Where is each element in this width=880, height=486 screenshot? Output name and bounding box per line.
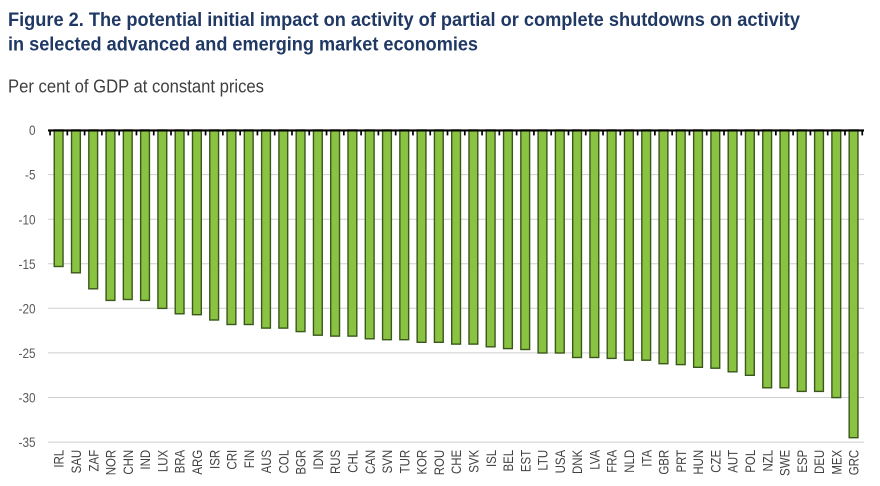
svg-text:in selected advanced and emerg: in selected advanced and emerging market… <box>8 34 478 55</box>
svg-text:-30: -30 <box>19 390 36 406</box>
svg-text:IDN: IDN <box>310 450 326 470</box>
svg-text:SAU: SAU <box>68 450 84 474</box>
svg-text:-5: -5 <box>25 167 35 183</box>
svg-text:SVK: SVK <box>465 449 481 472</box>
svg-text:SWE: SWE <box>776 450 792 476</box>
svg-text:BGR: BGR <box>293 450 309 475</box>
svg-text:ROU: ROU <box>431 450 447 476</box>
svg-text:BRA: BRA <box>172 449 188 473</box>
svg-text:LVA: LVA <box>586 449 602 469</box>
svg-text:Figure 2. The potential initia: Figure 2. The potential initial impact o… <box>8 10 800 31</box>
svg-text:-10: -10 <box>19 211 36 227</box>
svg-text:-15: -15 <box>19 256 36 272</box>
svg-text:GRC: GRC <box>846 450 862 476</box>
svg-text:BEL: BEL <box>500 450 516 472</box>
svg-text:MEX: MEX <box>828 449 844 474</box>
svg-text:FIN: FIN <box>241 450 257 468</box>
svg-text:NZL: NZL <box>759 450 775 472</box>
svg-text:-20: -20 <box>19 300 36 316</box>
svg-text:PRT: PRT <box>673 450 689 473</box>
svg-text:-25: -25 <box>19 345 36 361</box>
svg-text:EST: EST <box>517 450 533 472</box>
svg-text:CHN: CHN <box>120 450 136 475</box>
svg-text:POL: POL <box>742 450 758 473</box>
svg-text:NOR: NOR <box>102 450 118 476</box>
svg-text:FRA: FRA <box>604 449 620 472</box>
svg-text:DEU: DEU <box>811 450 827 474</box>
svg-text:ITA: ITA <box>638 449 654 466</box>
svg-text:CZE: CZE <box>707 450 723 473</box>
svg-text:ISL: ISL <box>483 450 499 467</box>
svg-text:GBR: GBR <box>655 450 671 475</box>
svg-text:CRI: CRI <box>223 450 239 470</box>
svg-text:ESP: ESP <box>794 450 810 473</box>
svg-text:IND: IND <box>137 450 153 470</box>
svg-text:CHE: CHE <box>448 450 464 474</box>
svg-text:LUX: LUX <box>154 449 170 472</box>
svg-text:CAN: CAN <box>362 450 378 474</box>
svg-text:DNK: DNK <box>569 449 585 474</box>
svg-text:ARG: ARG <box>189 450 205 475</box>
svg-text:AUT: AUT <box>725 450 741 473</box>
svg-text:-35: -35 <box>19 434 36 450</box>
svg-text:USA: USA <box>552 449 568 473</box>
svg-text:0: 0 <box>29 122 36 138</box>
svg-text:NLD: NLD <box>621 450 637 473</box>
svg-text:TUR: TUR <box>396 450 412 474</box>
svg-text:SVN: SVN <box>379 450 395 474</box>
svg-text:IRL: IRL <box>51 450 67 468</box>
svg-text:AUS: AUS <box>258 450 274 474</box>
svg-text:RUS: RUS <box>327 450 343 474</box>
svg-text:ISR: ISR <box>206 450 222 469</box>
svg-text:CHL: CHL <box>344 450 360 473</box>
svg-text:KOR: KOR <box>414 450 430 475</box>
svg-text:ZAF: ZAF <box>85 450 101 472</box>
svg-text:HUN: HUN <box>690 450 706 475</box>
svg-text:COL: COL <box>275 450 291 474</box>
svg-text:LTU: LTU <box>534 450 550 471</box>
svg-text:Per cent of GDP at constant pr: Per cent of GDP at constant prices <box>8 75 264 96</box>
